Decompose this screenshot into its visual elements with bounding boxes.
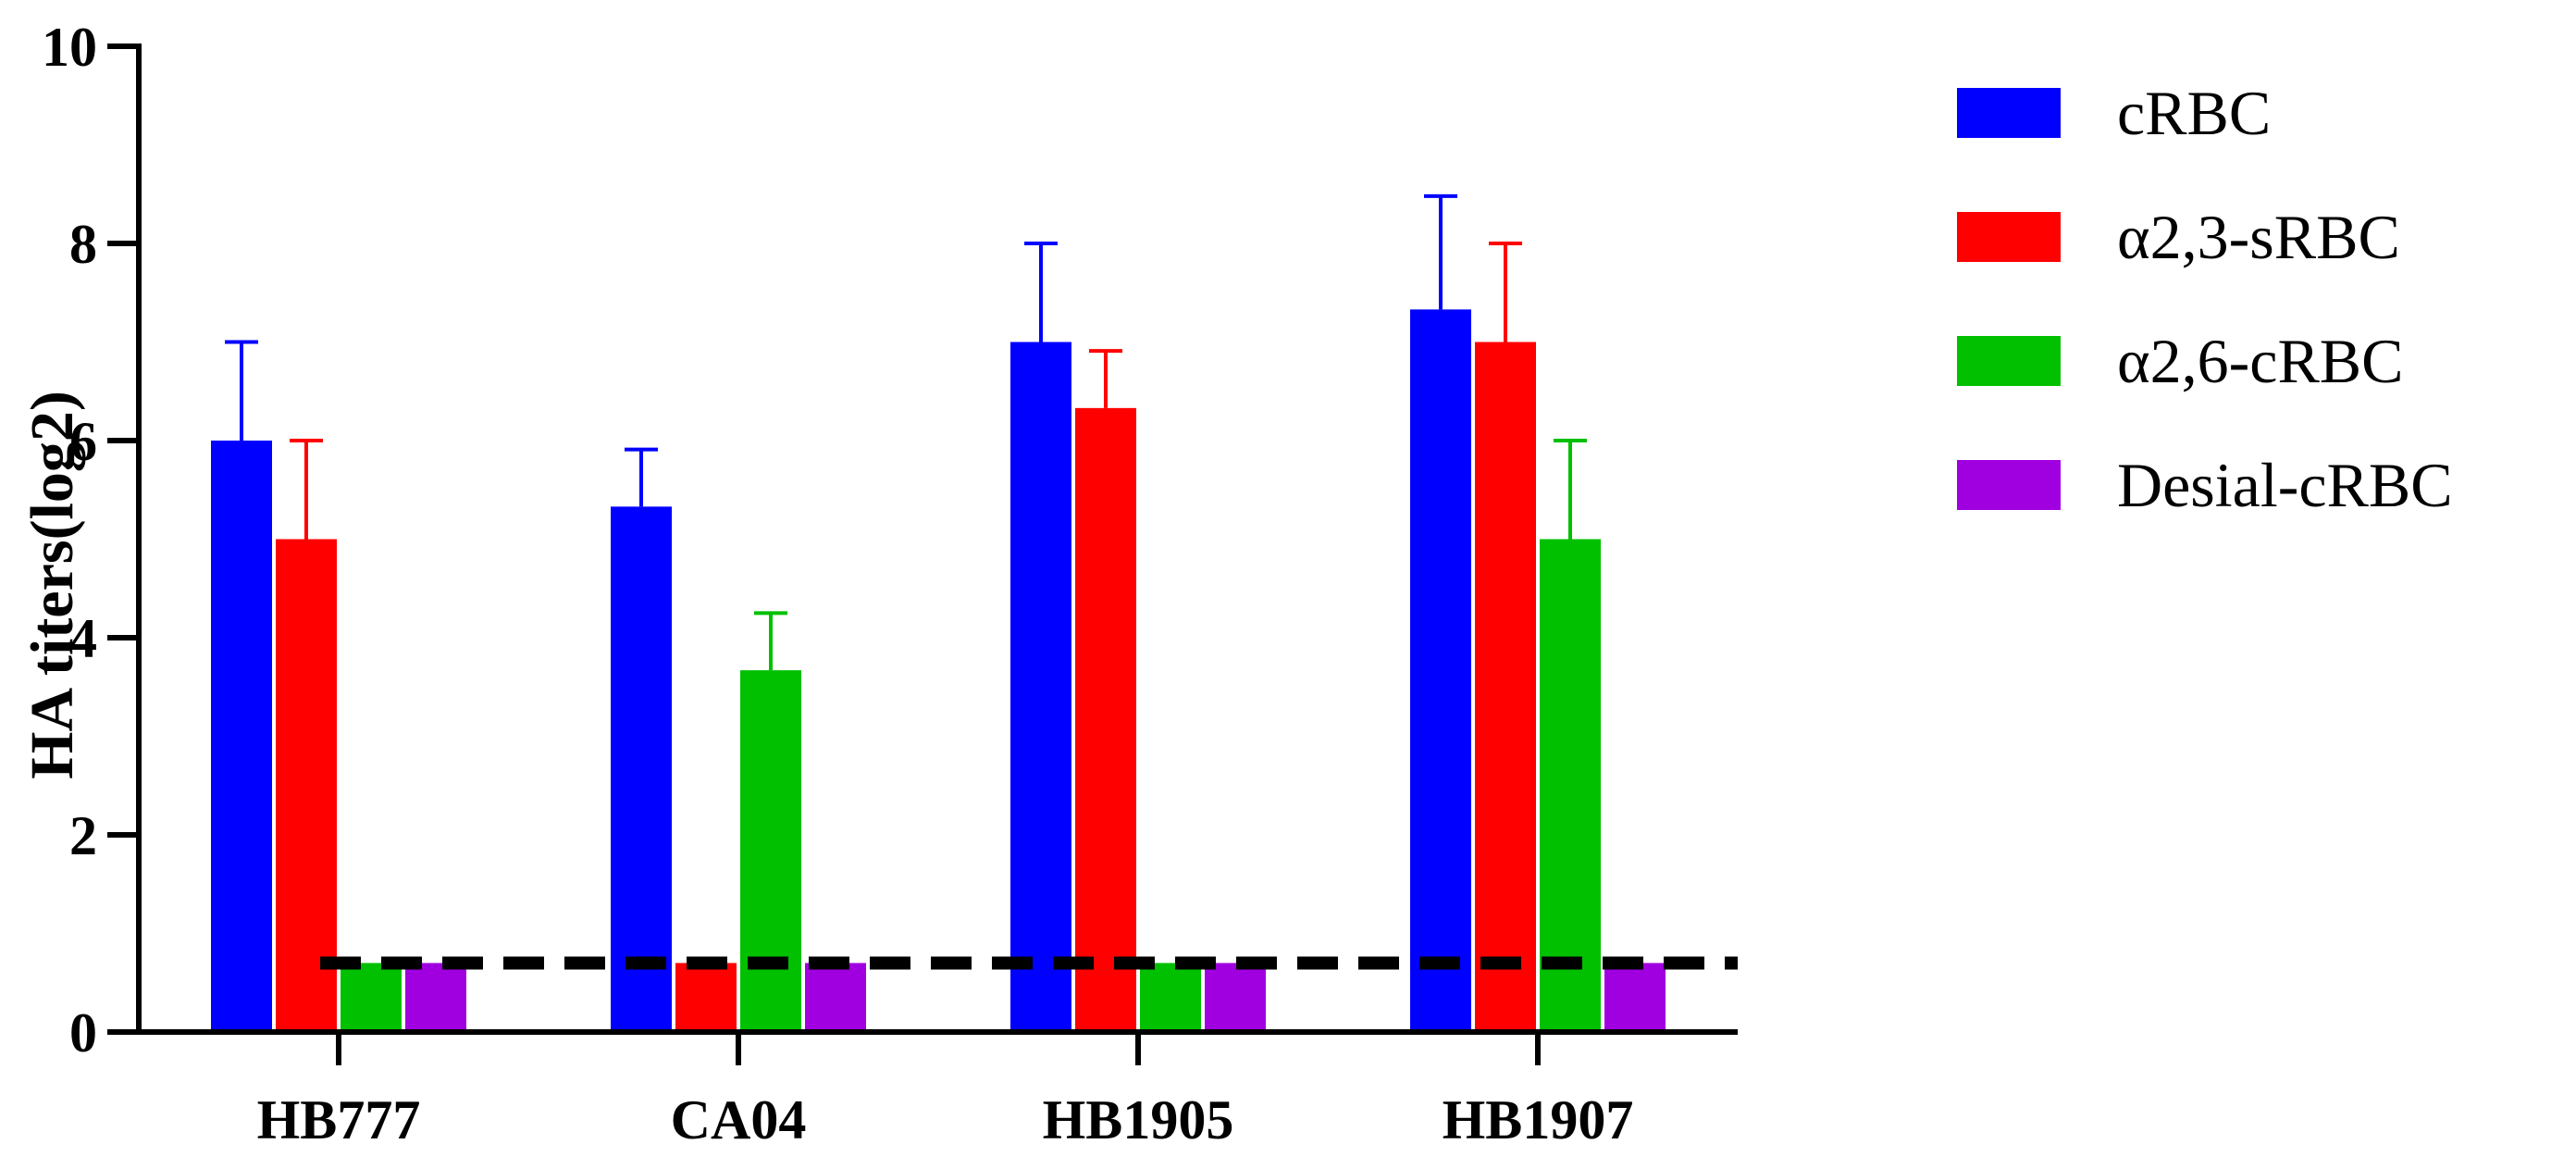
legend-swatch-0 — [1957, 88, 2061, 138]
axes — [107, 44, 1738, 1065]
bar-HB777-3 — [405, 963, 466, 1032]
bar-CA04-0 — [611, 506, 672, 1032]
bar-CA04-3 — [805, 963, 866, 1032]
x-tick-label-HB1905: HB1905 — [1043, 1089, 1234, 1150]
y-tick-label-8: 8 — [69, 214, 97, 275]
bar-HB1905-2 — [1140, 963, 1201, 1032]
bar-CA04-2 — [740, 670, 801, 1032]
bar-HB1907-3 — [1604, 963, 1666, 1032]
x-tick-labels: HB777 CA04 HB1905 HB1907 — [257, 1089, 1634, 1150]
error-bars-layer — [225, 193, 1587, 671]
legend-swatch-1 — [1957, 212, 2061, 262]
bar-HB1905-0 — [1010, 342, 1071, 1032]
bar-CA04-1 — [675, 963, 737, 1032]
bar-HB1907-1 — [1475, 342, 1536, 1032]
x-tick-label-HB777: HB777 — [257, 1089, 421, 1150]
y-tick-label-10: 10 — [42, 17, 97, 78]
x-tick-label-CA04: CA04 — [671, 1089, 807, 1150]
y-tick-label-0: 0 — [69, 1002, 97, 1063]
bar-HB777-0 — [211, 441, 272, 1032]
legend-swatch-3 — [1957, 460, 2061, 510]
bar-HB777-2 — [341, 963, 402, 1032]
bar-HB777-1 — [276, 539, 337, 1032]
legend: cRBC α2,3-sRBC α2,6-cRBC Desial-cRBC — [1957, 78, 2453, 520]
legend-label-3: Desial-cRBC — [2117, 450, 2453, 520]
legend-label-1: α2,3-sRBC — [2117, 202, 2400, 272]
y-tick-label-6: 6 — [69, 411, 97, 472]
bar-HB1907-2 — [1540, 539, 1601, 1032]
legend-swatch-2 — [1957, 336, 2061, 386]
y-tick-labels: 0 2 4 6 8 10 — [42, 17, 97, 1063]
y-tick-label-2: 2 — [69, 805, 97, 866]
bar-HB1905-1 — [1075, 407, 1136, 1033]
x-tick-label-HB1907: HB1907 — [1443, 1089, 1634, 1150]
bar-HB1907-0 — [1410, 309, 1471, 1033]
legend-label-0: cRBC — [2117, 78, 2271, 148]
legend-label-2: α2,6-cRBC — [2117, 326, 2404, 396]
y-tick-label-4: 4 — [69, 608, 97, 669]
bars-layer — [211, 309, 1666, 1033]
bar-HB1905-3 — [1205, 963, 1266, 1032]
y-axis-title: HA titers(log2) — [19, 391, 86, 779]
